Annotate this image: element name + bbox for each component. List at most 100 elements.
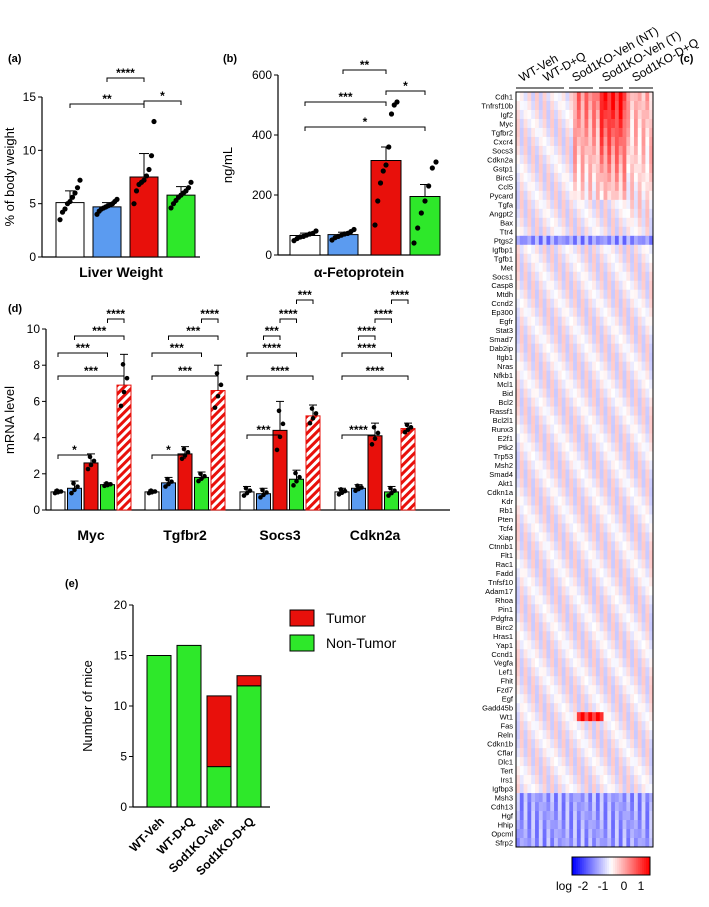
heatmap-cell — [592, 577, 597, 587]
heatmap-cell — [531, 92, 536, 102]
heatmap-cell — [649, 739, 654, 749]
heatmap-cell — [626, 361, 631, 371]
heatmap-cell — [580, 460, 585, 470]
heatmap-cell — [649, 199, 654, 210]
heatmap-cell — [561, 262, 566, 273]
heatmap-cell — [557, 685, 562, 695]
heatmap-cell — [576, 478, 581, 488]
heatmap-cell — [614, 316, 620, 326]
heatmap-cell — [538, 406, 543, 416]
heatmap-cell — [519, 370, 524, 380]
heatmap-cell — [645, 217, 650, 228]
row-label: Tgfbr2 — [491, 128, 513, 137]
heatmap-cell — [584, 217, 589, 228]
heatmap-cell — [580, 721, 585, 731]
heatmap-cell — [599, 658, 604, 668]
heatmap-cell — [554, 820, 559, 830]
heatmap-cell — [618, 658, 623, 668]
heatmap-cell — [611, 361, 616, 371]
heatmap-cell — [603, 487, 608, 497]
heatmap-cell — [565, 235, 570, 246]
heatmap-cell — [535, 334, 540, 344]
heatmap-cell — [531, 235, 536, 246]
heatmap-cell — [607, 739, 612, 749]
heatmap-cell — [516, 838, 521, 848]
heatmap-cell — [614, 424, 620, 434]
row-label: Nfkb1 — [493, 371, 513, 380]
heatmap-cell — [649, 703, 654, 713]
data-point — [91, 458, 97, 464]
heatmap-cell — [626, 802, 631, 812]
heatmap-cell — [614, 145, 620, 156]
heatmap-cell — [649, 298, 654, 309]
heatmap-cell — [626, 217, 631, 228]
heatmap-cell — [626, 838, 631, 848]
heatmap-cell — [603, 442, 608, 452]
heatmap-cell — [516, 388, 521, 398]
heatmap-cell — [576, 325, 581, 335]
heatmap-cell — [588, 271, 593, 282]
scale-swatch — [583, 857, 587, 875]
heatmap-cell — [592, 442, 597, 452]
heatmap-cell — [626, 577, 631, 587]
heatmap-cell — [618, 379, 623, 389]
heatmap-cell — [542, 388, 547, 398]
heatmap-cell — [561, 640, 566, 650]
heatmap-cell — [527, 172, 532, 183]
row-label: Bid — [502, 389, 513, 398]
bar-Non-Tumor — [236, 685, 262, 808]
heatmap-cell — [573, 649, 578, 659]
heatmap-cell — [649, 784, 654, 794]
heatmap-cell — [516, 613, 521, 623]
row-label: Dab2ip — [489, 344, 513, 353]
heatmap-cell — [618, 361, 623, 371]
heatmap-cell — [633, 505, 639, 515]
heatmap-cell — [546, 667, 551, 677]
heatmap-cell — [630, 649, 635, 659]
heatmap-cell — [603, 829, 608, 839]
heatmap-cell — [618, 757, 623, 767]
heatmap-cell — [611, 586, 616, 596]
heatmap-cell — [641, 829, 646, 839]
heatmap-cell — [649, 235, 654, 246]
heatmap-cell — [538, 244, 543, 255]
heatmap-cell — [542, 154, 547, 165]
heatmap-cell — [573, 712, 578, 722]
heatmap-cell — [599, 415, 604, 425]
significance-label: ** — [102, 92, 112, 106]
heatmap-cell — [565, 559, 570, 569]
heatmap-cell — [519, 307, 524, 318]
heatmap-cell — [561, 325, 566, 335]
heatmap-cell — [527, 613, 532, 623]
heatmap-cell — [573, 118, 578, 129]
heatmap-cell — [580, 163, 585, 174]
heatmap-cell — [554, 424, 559, 434]
heatmap-cell — [630, 568, 635, 578]
heatmap-cell — [542, 838, 547, 848]
heatmap-cell — [626, 406, 631, 416]
heatmap-cell — [649, 307, 654, 318]
heatmap-cell — [618, 613, 623, 623]
heatmap-cell — [546, 226, 551, 237]
gene-label: Myc — [77, 527, 104, 543]
heatmap-cell — [554, 370, 559, 380]
heatmap-cell — [531, 739, 536, 749]
heatmap-cell — [565, 415, 570, 425]
heatmap-cell — [531, 469, 536, 479]
heatmap-cell — [531, 361, 536, 371]
significance-label: **** — [390, 288, 409, 302]
heatmap-cell — [618, 253, 623, 264]
heatmap-cell — [527, 820, 532, 830]
heatmap-cell — [633, 136, 639, 147]
heatmap-cell — [561, 811, 566, 821]
heatmap-cell — [637, 568, 642, 578]
heatmap-cell — [611, 820, 616, 830]
heatmap-cell — [535, 379, 540, 389]
heatmap-cell — [611, 775, 616, 785]
heatmap-cell — [561, 838, 566, 848]
heatmap-cell — [645, 271, 650, 282]
heatmap-cell — [561, 721, 566, 731]
heatmap-cell — [576, 676, 581, 686]
heatmap-cell — [565, 280, 570, 291]
heatmap-cell — [550, 100, 555, 111]
